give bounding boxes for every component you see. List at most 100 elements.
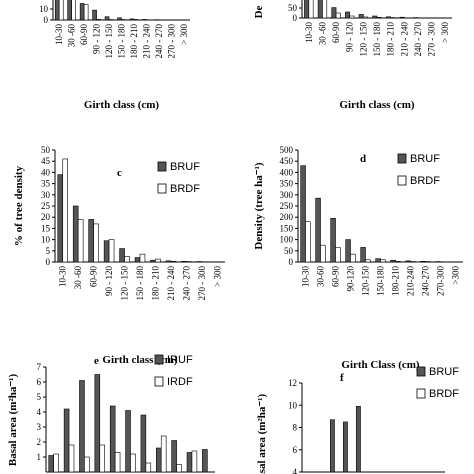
x-tick-label: 180 - 210 xyxy=(129,24,139,59)
bar-iruf xyxy=(140,414,147,473)
y-axis-label: Basal area (m²ha⁻¹) xyxy=(256,394,268,474)
bar-series-1 xyxy=(142,19,147,21)
x-tick-label: 10-30 xyxy=(58,266,68,287)
x-tick-label: 240 - 270 xyxy=(181,266,191,301)
y-tick-label: 40 xyxy=(41,167,51,177)
legend-label: BRUF xyxy=(429,366,459,378)
x-tick-label: 210 - 240 xyxy=(141,24,151,59)
y-tick-label: 10 xyxy=(288,400,298,410)
x-axis-label: Girth class (cm) xyxy=(339,99,414,111)
x-tick-label: 150 - 180 xyxy=(135,266,145,301)
legend-label: BRDF xyxy=(170,183,200,195)
legend-swatch xyxy=(397,153,407,164)
y-tick-label: 10 xyxy=(39,4,49,14)
bar-bruf xyxy=(134,257,141,263)
legend-swatch xyxy=(416,388,426,399)
bar-brdf xyxy=(93,223,99,263)
bar-bruf xyxy=(88,219,94,263)
bar-series-2 xyxy=(308,0,314,19)
x-tick-label: 90 - 120 xyxy=(104,266,114,296)
y-tick-label: 4 xyxy=(293,467,298,474)
panel-f: 4 6 8 10 12 Basal area (m²ha⁻¹) f BRUF BRDF xyxy=(256,366,459,474)
bar-iruf xyxy=(79,380,85,473)
x-tick-label: 60-90 xyxy=(89,266,99,287)
bar-bruf xyxy=(315,197,321,263)
x-tick-label: > 300 xyxy=(212,266,222,287)
panel-a: 010 10-30 30 -60 60-90 90 - 120 120 - 150 150 … xyxy=(39,0,190,111)
x-tick-label: > 300 xyxy=(179,24,189,45)
bar-series-1 xyxy=(372,15,378,19)
legend-swatch xyxy=(397,175,407,186)
bar-series-1 xyxy=(331,7,337,19)
bar-bruf xyxy=(405,260,411,263)
x-tick-label: > 300 xyxy=(440,22,450,43)
y-axis-label: Density (tree ha⁻¹) xyxy=(253,162,265,249)
bar-bruf xyxy=(330,419,335,473)
legend-label: BRUF xyxy=(410,153,440,165)
bar-series-1 xyxy=(54,0,60,21)
y-tick-label: 0 xyxy=(293,13,298,23)
y-tick-label: 15 xyxy=(41,223,51,233)
panel-b: 050 10-30 30 -60 60-90 90 - 120 120 - 150 150 … xyxy=(253,0,452,111)
x-tick-label: 210 - 240 xyxy=(399,22,409,57)
y-axis-label: De xyxy=(253,5,265,18)
x-tick-label: 60-90 xyxy=(331,22,341,43)
y-axis-label: Basal area (m²ha⁻¹) xyxy=(7,374,19,467)
bar-bruf xyxy=(345,239,351,263)
y-tick-label: 3 xyxy=(37,422,42,432)
bar-bruf xyxy=(420,261,426,263)
bar-brdf xyxy=(350,253,356,263)
y-tick-label: 0 xyxy=(46,257,51,267)
bar-irdf xyxy=(145,462,152,473)
bar-bruf xyxy=(330,218,336,263)
bar-series-2 xyxy=(349,15,355,19)
legend-label: BRDF xyxy=(429,388,459,400)
y-tick-label: 5 xyxy=(46,246,51,256)
bar-series-1 xyxy=(79,3,85,21)
y-tick-label: 250 xyxy=(280,201,294,211)
bar-brdf xyxy=(305,221,311,263)
y-tick-label: 35 xyxy=(41,179,51,189)
legend-label: IRUF xyxy=(167,354,193,366)
bar-series-1 xyxy=(358,14,364,19)
bar-irdf xyxy=(53,453,59,473)
bar-iruf xyxy=(63,408,70,473)
bar-series-2 xyxy=(363,16,369,19)
x-tick-label: 90-120 xyxy=(346,266,356,292)
bar-bruf xyxy=(103,240,110,263)
y-tick-label: 6 xyxy=(37,377,42,387)
y-tick-label: 10 xyxy=(41,235,51,245)
y-tick-label: 25 xyxy=(41,201,51,211)
bar-irdf xyxy=(68,444,75,473)
y-axis-label: % of tree density xyxy=(13,165,25,246)
y-tick-label: 150 xyxy=(280,223,294,233)
y-tick-label: 0 xyxy=(44,15,49,25)
bar-series-2 xyxy=(133,19,139,21)
x-tick-label: 180 - 210 xyxy=(386,22,396,57)
x-tick-label: 180-210 xyxy=(391,266,401,296)
x-tick-label: 120 - 150 xyxy=(358,22,368,57)
bar-iruf xyxy=(156,447,162,473)
x-axis-label: Girth class (cm) xyxy=(84,99,159,111)
x-tick-label: 10-30 xyxy=(304,22,314,43)
y-tick-label: 12 xyxy=(288,378,297,388)
bar-irdf xyxy=(114,452,121,473)
x-tick-label: 120 - 150 xyxy=(104,24,114,59)
bar-series-2 xyxy=(71,0,76,21)
legend-swatch xyxy=(157,161,167,172)
bar-series-2 xyxy=(58,0,64,21)
bar-bruf xyxy=(165,260,172,263)
bar-brdf xyxy=(320,244,326,263)
y-tick-label: 450 xyxy=(280,156,294,166)
x-tick-label: 240 - 270 xyxy=(154,24,164,59)
legend-swatch xyxy=(154,376,164,387)
bar-iruf xyxy=(94,374,101,473)
x-tick-label: 240 - 270 xyxy=(413,22,423,57)
bar-iruf xyxy=(186,452,193,473)
x-tick-label: 150 - 180 xyxy=(117,24,127,59)
y-tick-label: 30 xyxy=(41,190,51,200)
panel-letter: e xyxy=(94,355,99,367)
bar-series-2 xyxy=(96,19,101,21)
